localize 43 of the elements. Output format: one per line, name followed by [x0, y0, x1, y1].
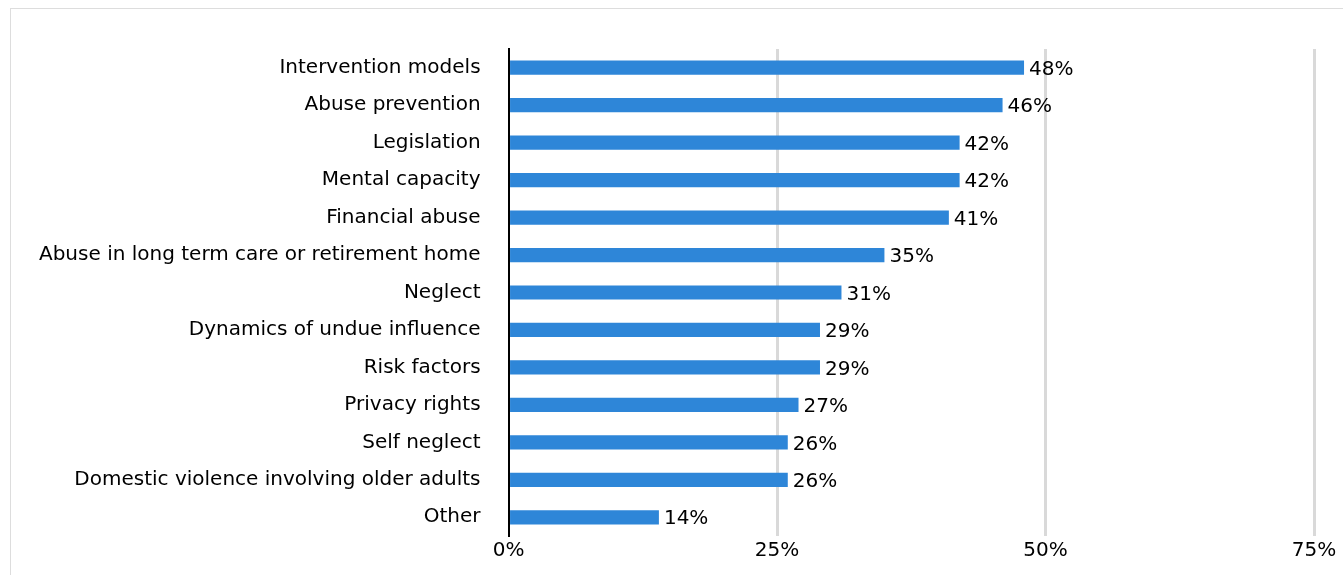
y-tick-label: Risk factors [363, 353, 481, 378]
bar [510, 360, 820, 375]
bar [510, 285, 842, 300]
bar [510, 98, 1003, 113]
data-label: 31% [846, 280, 891, 305]
bar [510, 247, 885, 263]
y-tick-label: Financial abuse [326, 203, 481, 228]
x-tick-label: 0% [492, 537, 525, 562]
bar [510, 472, 788, 487]
y-tick-label: Domestic violence involving older adults [74, 466, 481, 491]
y-tick-label: Dynamics of undue influence [188, 316, 481, 341]
data-label: 29% [824, 318, 870, 343]
data-label: 27% [803, 393, 848, 418]
x-tick-label: 25% [754, 537, 800, 562]
bar [510, 60, 1025, 75]
data-label: 42% [964, 130, 1010, 155]
y-tick-label: Neglect [403, 278, 481, 303]
y-tick-label: Privacy rights [344, 391, 481, 416]
x-tick-label: 75% [1291, 537, 1337, 562]
data-label: 29% [824, 355, 870, 380]
y-tick-label: Abuse in long term care or retirement home [38, 241, 481, 266]
data-label: 26% [792, 468, 838, 493]
data-label: 41% [953, 205, 999, 230]
data-label: 48% [1029, 55, 1074, 80]
data-label: 14% [663, 505, 709, 530]
y-tick-label: Intervention models [279, 53, 481, 78]
bar [510, 322, 820, 338]
data-label: 35% [889, 243, 934, 268]
bar [510, 510, 659, 525]
y-tick-label: Mental capacity [321, 166, 481, 191]
data-label: 42% [964, 168, 1010, 193]
y-tick-label: Abuse prevention [304, 91, 481, 116]
y-tick-label: Self neglect [362, 428, 481, 453]
data-label: 46% [1007, 93, 1053, 118]
bar [510, 135, 960, 150]
y-tick-label: Legislation [372, 128, 481, 153]
bar [510, 173, 960, 188]
bar [510, 210, 949, 225]
bar [510, 435, 788, 450]
y-tick-label: Other [423, 503, 482, 528]
x-tick-label: 50% [1023, 537, 1068, 562]
bar [510, 397, 799, 412]
data-label: 26% [792, 430, 838, 455]
